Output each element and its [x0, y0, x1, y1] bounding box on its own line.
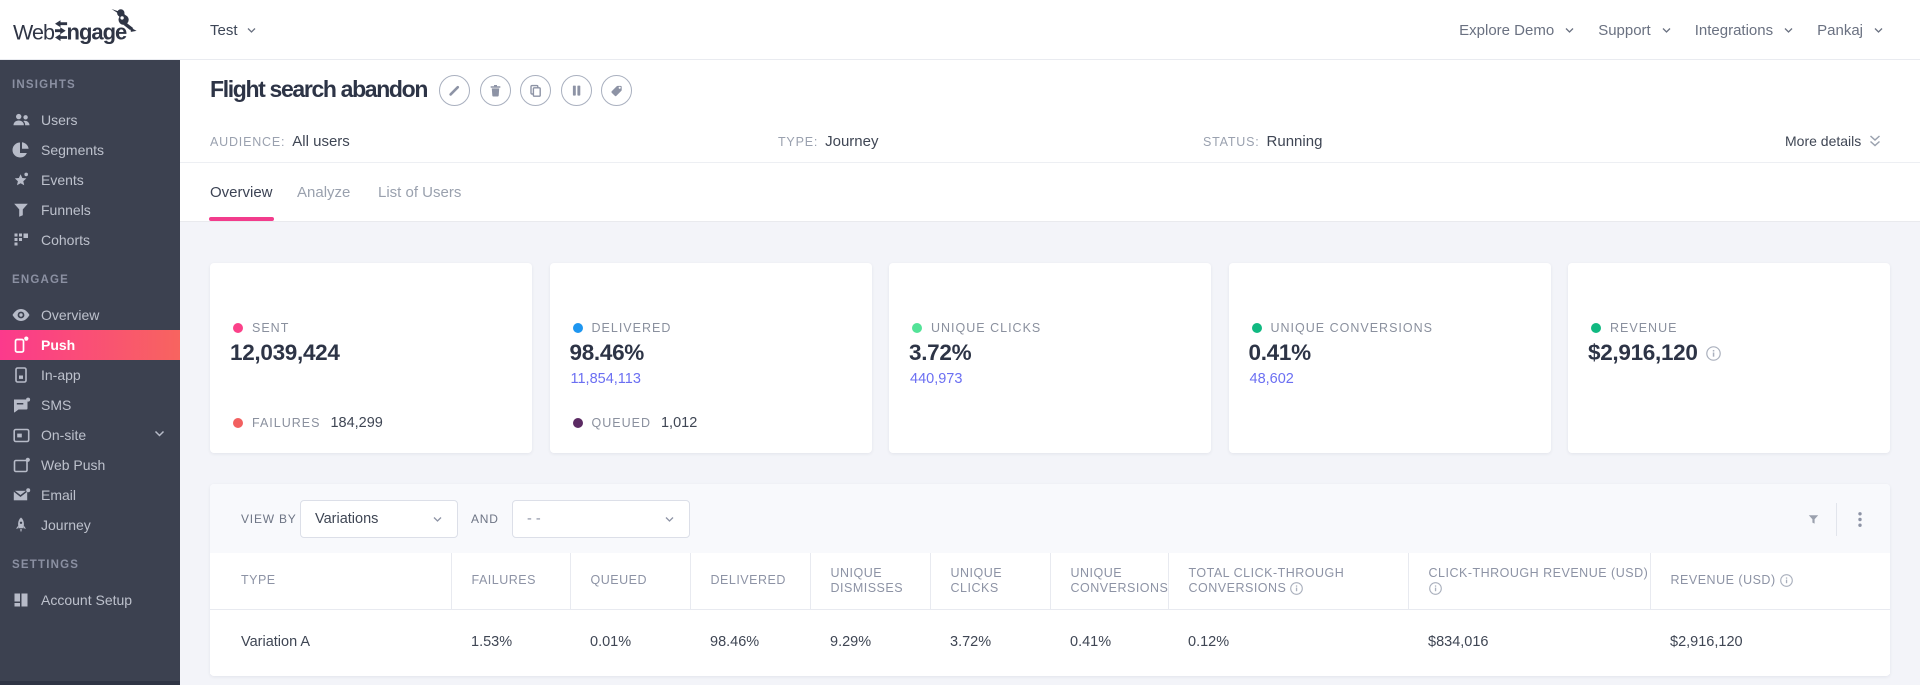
svg-text:Web: Web — [13, 21, 55, 45]
svg-text:ngage: ngage — [67, 20, 128, 45]
